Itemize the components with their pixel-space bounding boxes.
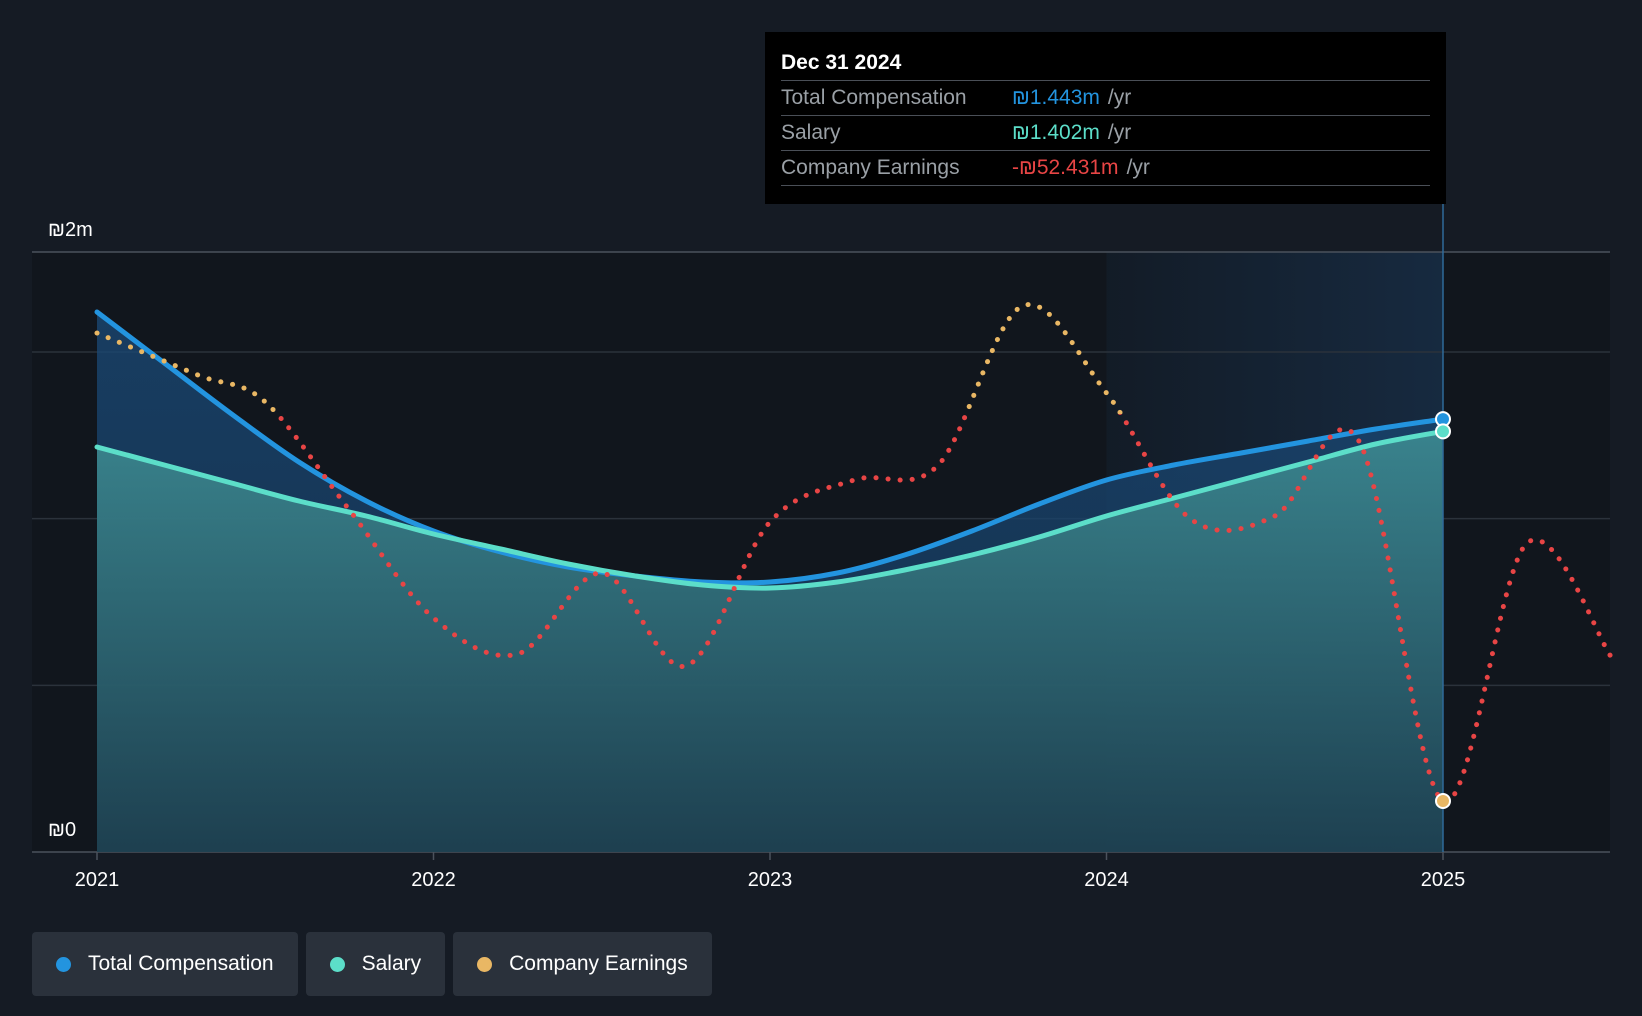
tooltip-unit: /yr <box>1107 86 1132 109</box>
company-earnings-marker <box>1435 793 1451 809</box>
salary-line <box>94 428 1446 591</box>
x-tick-label: 2025 <box>1421 869 1466 891</box>
salary-dot-icon <box>329 956 345 972</box>
tooltip-unit: /yr <box>1107 121 1132 144</box>
x-tick-label: 2023 <box>748 869 793 891</box>
tooltip-row-total-compensation: Total Compensation ₪1.443m /yr <box>781 80 1430 115</box>
earnings-line-negative-segment <box>273 414 1614 804</box>
company-earnings-line <box>94 302 1614 804</box>
x-tick-label: 2021 <box>75 869 120 891</box>
x-tick-label: 2022 <box>411 869 456 891</box>
company-earnings-dot-icon <box>477 956 493 972</box>
legend-item-total-compensation[interactable]: Total Compensation <box>32 932 298 996</box>
tooltip-row-company-earnings: Company Earnings -₪52.431m /yr <box>781 150 1430 186</box>
total-compensation-dot-icon <box>56 956 71 972</box>
chart-legend: Total Compensation Salary Company Earnin… <box>32 932 712 996</box>
legend-item-salary[interactable]: Salary <box>305 932 446 996</box>
tooltip-label: Company Earnings <box>781 156 960 179</box>
legend-label: Total Compensation <box>88 952 274 975</box>
salary-marker <box>1435 423 1451 440</box>
tooltip-value: -₪52.431m <box>1012 156 1119 179</box>
tooltip-value: ₪1.402m <box>1012 121 1100 144</box>
hover-markers <box>1435 411 1451 809</box>
tooltip-label: Salary <box>781 121 841 144</box>
legend-label: Salary <box>361 952 422 975</box>
y-axis-max-label: ₪2m <box>48 219 93 241</box>
tooltip-label: Total Compensation <box>781 86 967 109</box>
legend-item-company-earnings[interactable]: Company Earnings <box>453 932 712 996</box>
hover-tooltip: Dec 31 2024 Total Compensation ₪1.443m /… <box>765 32 1446 204</box>
total-compensation-line <box>94 309 1446 586</box>
legend-label: Company Earnings <box>509 952 688 975</box>
x-axis-ticks: 2021 2022 2023 2024 2025 <box>75 869 1466 891</box>
y-axis-min-label: ₪0 <box>48 819 76 841</box>
tooltip-date: Dec 31 2024 <box>781 51 902 74</box>
tooltip-unit: /yr <box>1126 156 1150 179</box>
tooltip-row-salary: Salary ₪1.402m /yr <box>781 115 1430 150</box>
x-tick-label: 2024 <box>1084 869 1129 891</box>
tooltip-value: ₪1.443m <box>1012 86 1100 109</box>
